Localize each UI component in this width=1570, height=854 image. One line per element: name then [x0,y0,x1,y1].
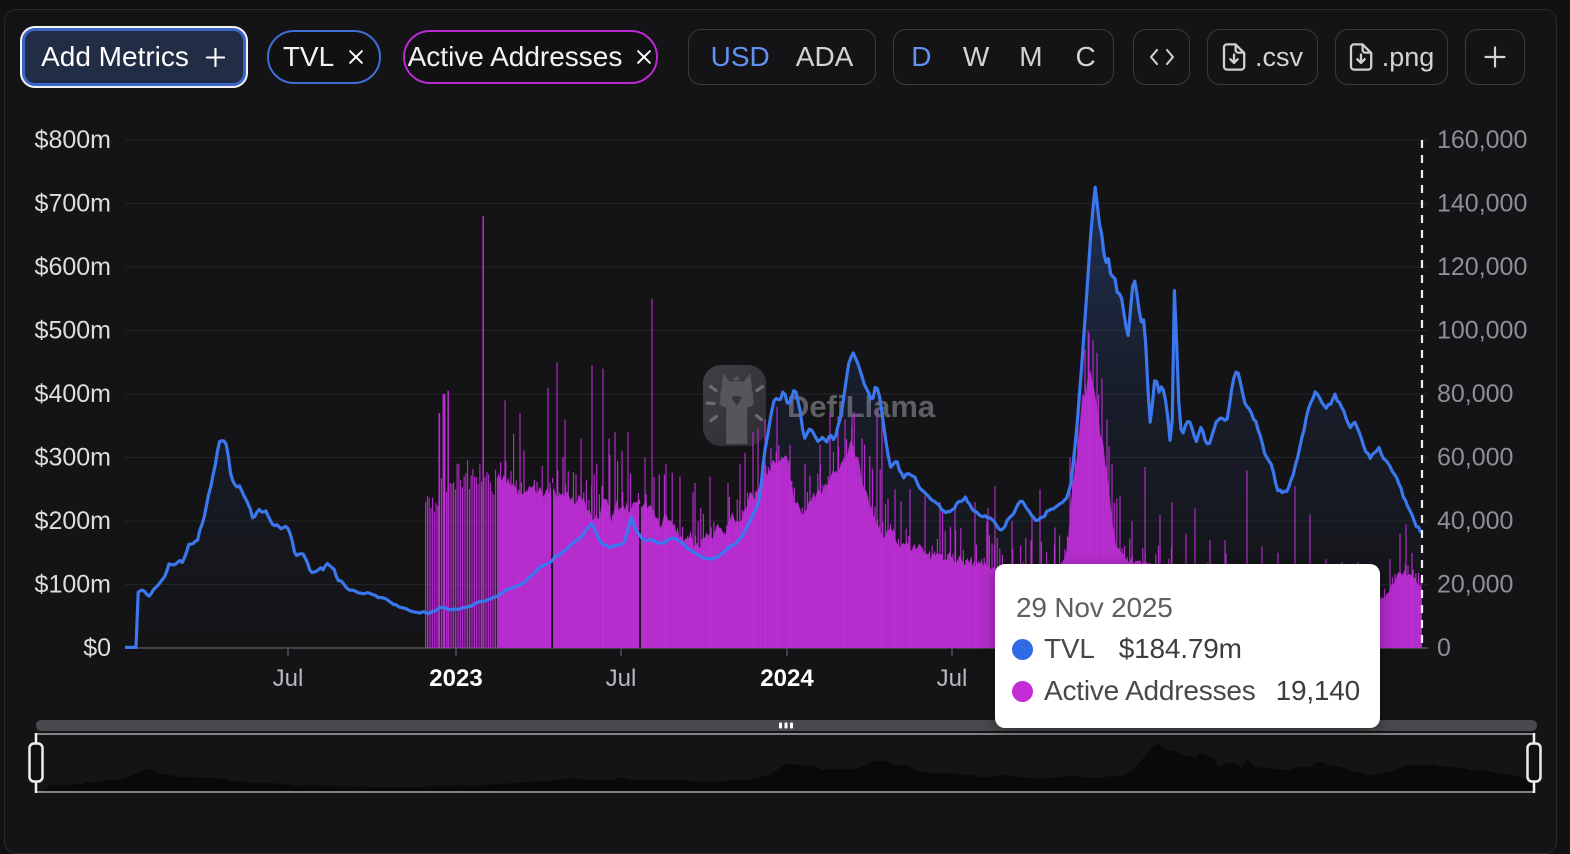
svg-text:$300m: $300m [35,444,111,472]
svg-text:2024: 2024 [760,665,814,692]
svg-text:$0: $0 [83,634,111,662]
svg-text:100,000: 100,000 [1437,317,1527,345]
svg-text:Jul: Jul [937,665,968,692]
svg-text:$200m: $200m [35,507,111,535]
svg-text:140,000: 140,000 [1437,190,1527,218]
svg-text:80,000: 80,000 [1437,380,1513,408]
svg-text:160,000: 160,000 [1437,126,1527,154]
svg-text:$700m: $700m [35,190,111,218]
svg-text:60,000: 60,000 [1437,444,1513,472]
svg-text:0: 0 [1437,634,1451,662]
svg-text:$500m: $500m [35,317,111,345]
svg-text:Jul: Jul [606,665,637,692]
svg-text:2023: 2023 [429,665,482,692]
svg-text:40,000: 40,000 [1437,507,1513,535]
svg-text:120,000: 120,000 [1437,253,1527,281]
svg-text:$100m: $100m [35,571,111,599]
svg-text:$400m: $400m [35,380,111,408]
svg-text:$800m: $800m [35,126,111,154]
svg-text:Jul: Jul [273,665,304,692]
svg-text:$600m: $600m [35,253,111,281]
svg-text:20,000: 20,000 [1437,571,1513,599]
